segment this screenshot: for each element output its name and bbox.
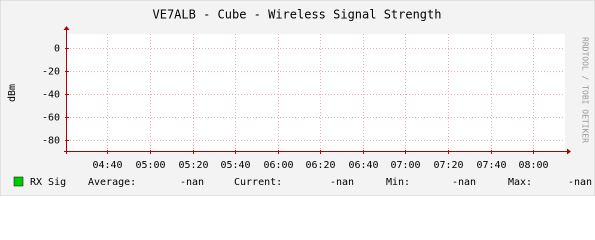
y-tick-label: -20 xyxy=(42,67,60,78)
x-tick-label: 08:00 xyxy=(518,160,548,171)
axis-arrow xyxy=(63,26,70,30)
y-tick-label: -60 xyxy=(42,113,60,124)
y-axis-label: dBm xyxy=(7,84,18,102)
x-tick-label: 06:40 xyxy=(348,160,378,171)
plot-area xyxy=(67,34,565,152)
legend-stat-label: Current: xyxy=(234,177,282,188)
x-tick-label: 06:00 xyxy=(263,160,293,171)
x-tick-label: 07:20 xyxy=(433,160,463,171)
axis-arrow xyxy=(567,148,571,155)
x-tick-label: 05:00 xyxy=(135,160,165,171)
y-tick-label: -80 xyxy=(42,136,60,147)
credit: RRDTOOL / TOBI OETIKER xyxy=(581,37,590,143)
legend-swatch xyxy=(13,176,24,187)
legend-stat-value: -nan xyxy=(452,177,476,188)
x-tick-label: 06:20 xyxy=(305,160,335,171)
legend-stat-value: -nan xyxy=(180,177,204,188)
legend-stat-label: Average: xyxy=(88,177,136,188)
y-tick-label: 0 xyxy=(54,44,60,55)
page: {"chart_data": { "type": "line", "title"… xyxy=(0,0,595,196)
x-tick-label: 05:40 xyxy=(220,160,250,171)
x-tick-label: 07:00 xyxy=(390,160,420,171)
x-tick-label: 05:20 xyxy=(178,160,208,171)
legend-stat-label: Min: xyxy=(386,177,410,188)
chart: VE7ALB - Cube - Wireless Signal Strength… xyxy=(0,0,595,196)
legend-stat-value: -nan xyxy=(568,177,592,188)
chart-title: VE7ALB - Cube - Wireless Signal Strength xyxy=(153,8,442,22)
x-tick-label: 04:40 xyxy=(92,160,122,171)
legend-stat-label: Max: xyxy=(508,177,532,188)
y-tick-label: -40 xyxy=(42,90,60,101)
legend-label: RX Sig xyxy=(30,177,66,188)
legend-stat-value: -nan xyxy=(330,177,354,188)
x-tick-label: 07:40 xyxy=(476,160,506,171)
